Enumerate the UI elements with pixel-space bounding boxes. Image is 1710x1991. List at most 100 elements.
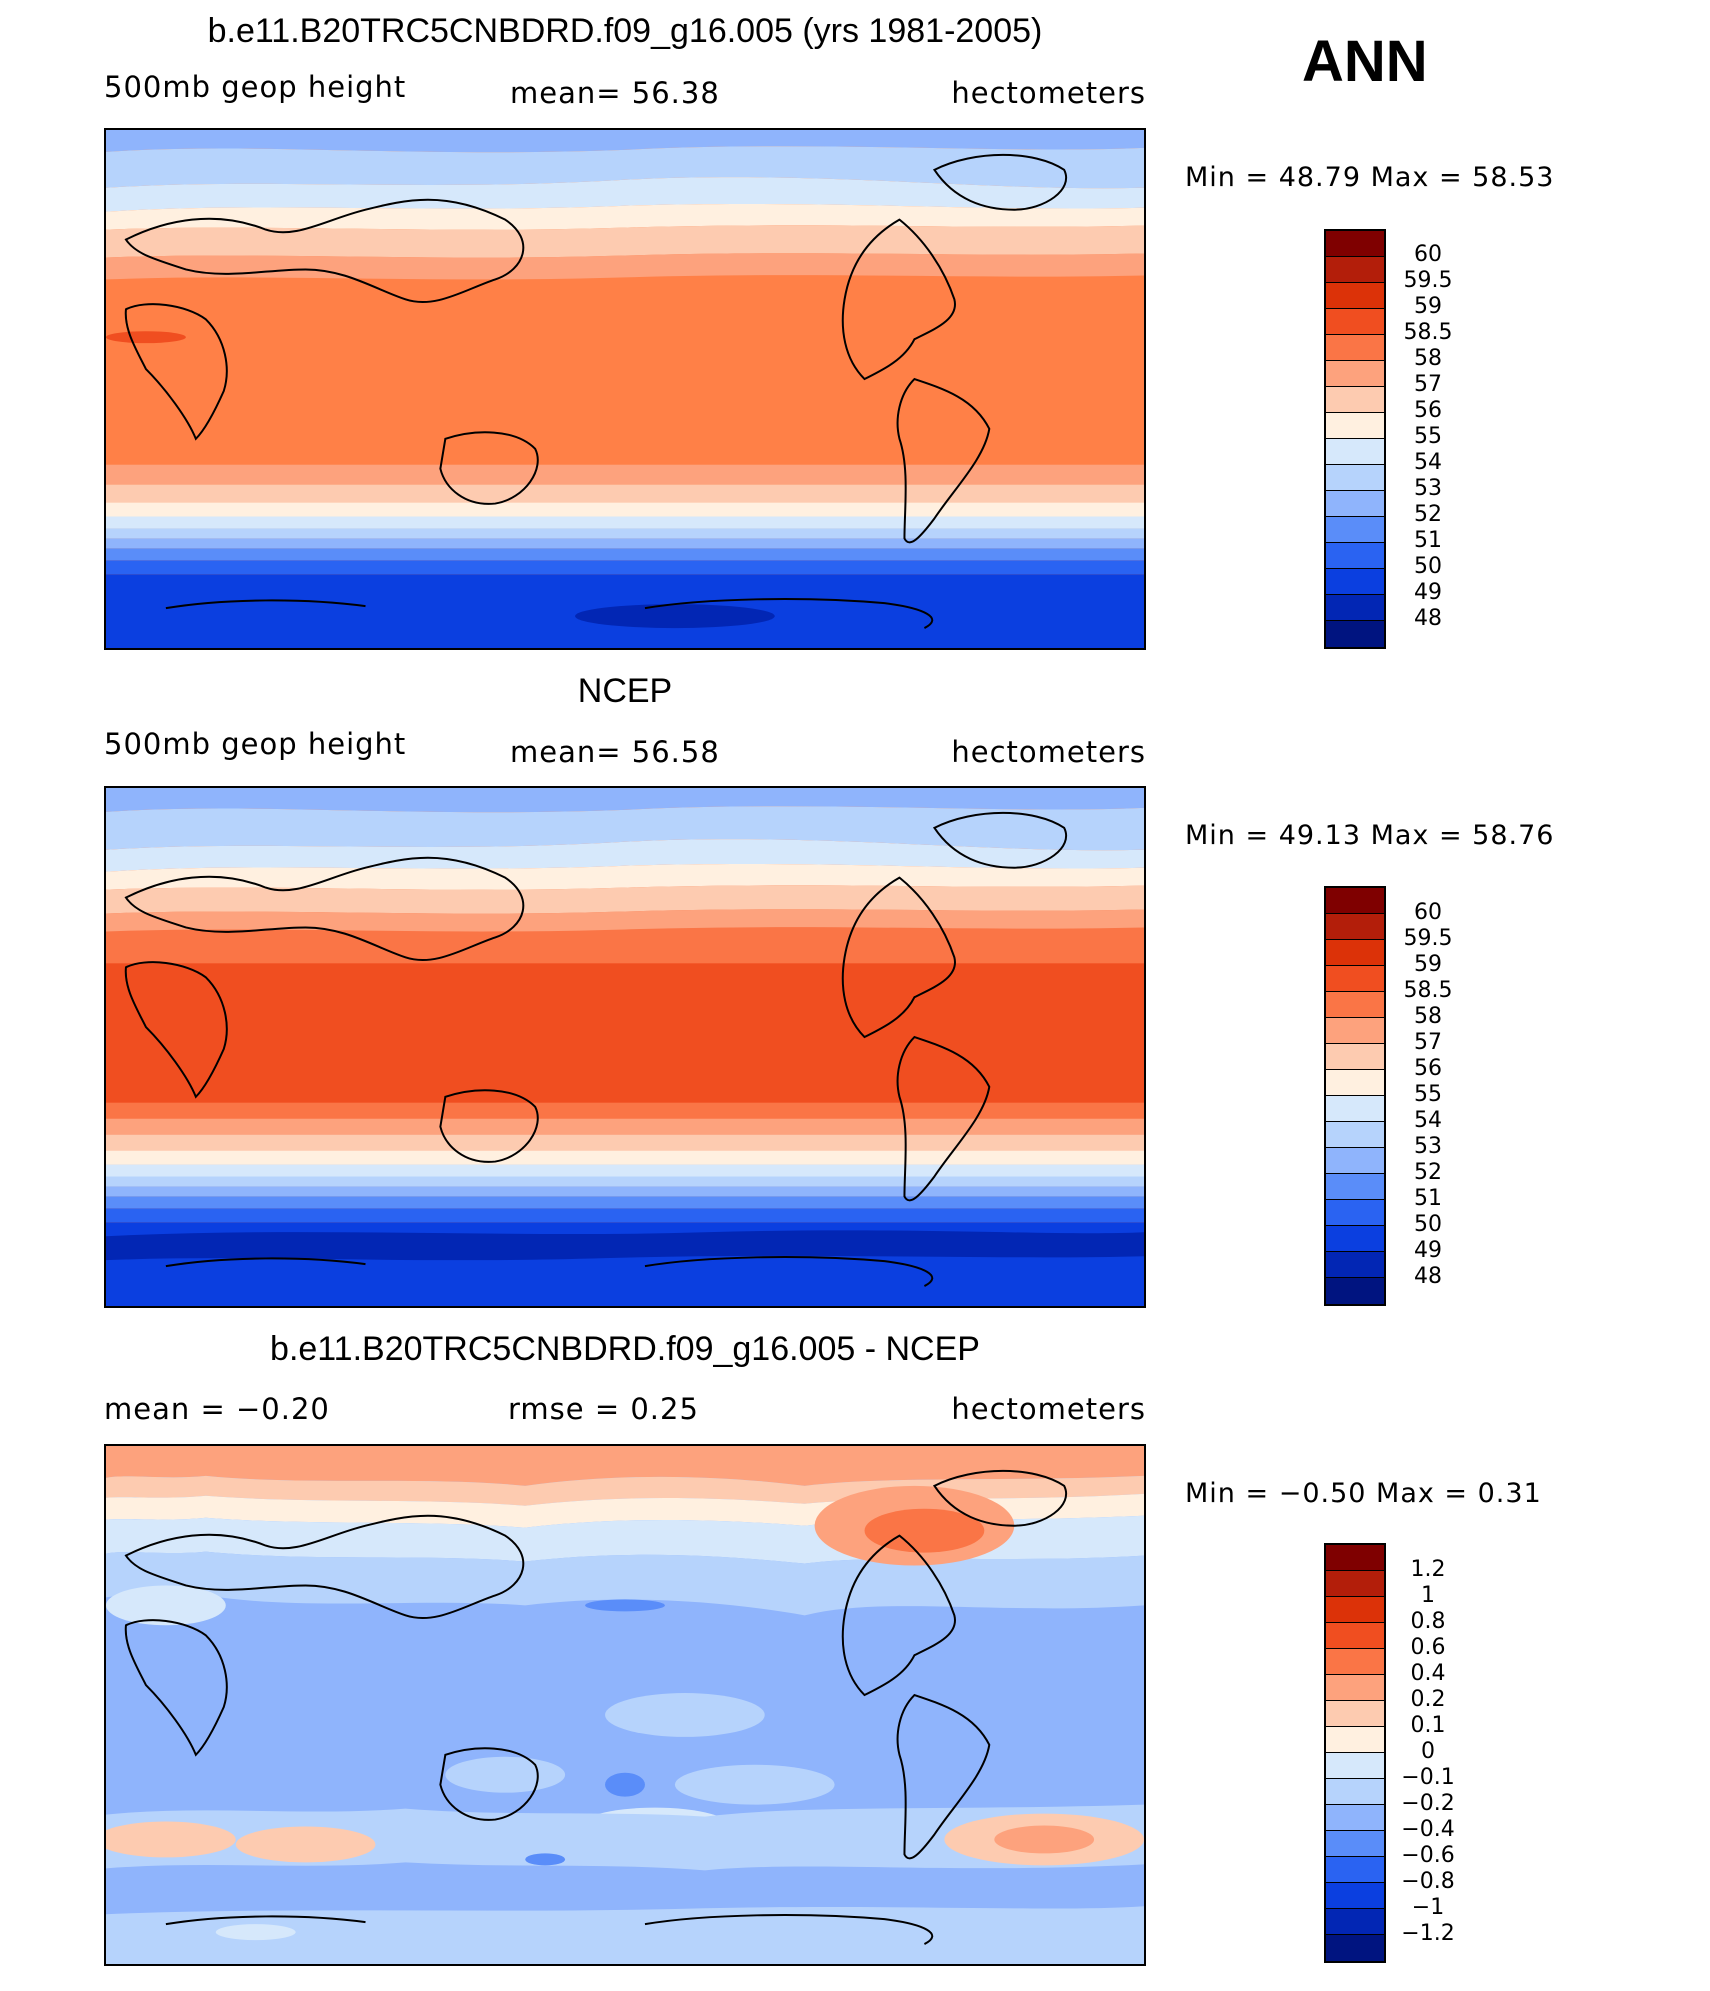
colorbar-label: 51 — [1414, 528, 1442, 553]
panel-2-title: NCEP — [577, 672, 673, 710]
colorbar-label: 56 — [1414, 398, 1442, 423]
colorbar-label: 49 — [1414, 580, 1442, 605]
panel-1-colorbar — [1324, 229, 1386, 649]
colorbar-label: 58 — [1414, 1004, 1442, 1029]
panel-2-units: hectometers — [951, 735, 1146, 769]
colorbar-label: 60 — [1414, 242, 1442, 267]
colorbar-swatch — [1326, 1909, 1384, 1935]
colorbar-swatch — [1326, 309, 1384, 335]
colorbar-swatch — [1326, 1727, 1384, 1753]
colorbar-label: −0.2 — [1401, 1791, 1455, 1816]
colorbar-swatch — [1326, 1623, 1384, 1649]
panel-1-title: b.e11.B20TRC5CNBDRD.f09_g16.005 (yrs 198… — [207, 12, 1043, 50]
colorbar-swatch — [1326, 387, 1384, 413]
panel-1-units: hectometers — [951, 76, 1146, 110]
colorbar-swatch — [1326, 1779, 1384, 1805]
colorbar-label: 0.2 — [1410, 1687, 1446, 1712]
colorbar-swatch — [1326, 992, 1384, 1018]
panel-3-mean: mean = −0.20 — [104, 1392, 330, 1426]
panel-1-mean: mean= 56.38 — [510, 76, 720, 110]
colorbar-swatch — [1326, 231, 1384, 257]
colorbar-swatch — [1326, 1571, 1384, 1597]
colorbar-swatch — [1326, 439, 1384, 465]
colorbar-swatch — [1326, 1597, 1384, 1623]
colorbar-label: 48 — [1414, 1264, 1442, 1289]
panel-2-variable: 500mb geop height — [104, 727, 407, 761]
panel-1-minmax: Min = 48.79 Max = 58.53 — [1185, 162, 1555, 193]
colorbar-label: 60 — [1414, 900, 1442, 925]
colorbar-swatch — [1326, 1018, 1384, 1044]
colorbar-swatch — [1326, 1044, 1384, 1070]
colorbar-swatch — [1326, 1753, 1384, 1779]
colorbar-swatch — [1326, 914, 1384, 940]
colorbar-label: −1.2 — [1401, 1921, 1455, 1946]
colorbar-label: −1 — [1411, 1895, 1445, 1920]
panel-3-minmax: Min = −0.50 Max = 0.31 — [1185, 1478, 1542, 1509]
panel-3-title: b.e11.B20TRC5CNBDRD.f09_g16.005 - NCEP — [270, 1330, 980, 1368]
colorbar-label: 59 — [1414, 294, 1442, 319]
colorbar-swatch — [1326, 1252, 1384, 1278]
panel-1-map — [104, 128, 1146, 650]
colorbar-swatch — [1326, 595, 1384, 621]
colorbar-label: 49 — [1414, 1238, 1442, 1263]
colorbar-label: −0.4 — [1401, 1817, 1455, 1842]
panel-3-units: hectometers — [951, 1392, 1146, 1426]
colorbar-label: 0.1 — [1410, 1713, 1446, 1738]
colorbar-label: 58.5 — [1403, 320, 1453, 345]
colorbar-swatch — [1326, 1805, 1384, 1831]
colorbar-label: 53 — [1414, 1134, 1442, 1159]
colorbar-swatch — [1326, 1122, 1384, 1148]
colorbar-label: 59 — [1414, 952, 1442, 977]
colorbar-swatch — [1326, 1070, 1384, 1096]
colorbar-swatch — [1326, 1174, 1384, 1200]
colorbar-label: 50 — [1414, 1212, 1442, 1237]
colorbar-swatch — [1326, 888, 1384, 914]
colorbar-label: 58.5 — [1403, 978, 1453, 1003]
colorbar-label: 48 — [1414, 606, 1442, 631]
colorbar-label: 0.4 — [1410, 1661, 1446, 1686]
colorbar-swatch — [1326, 1857, 1384, 1883]
colorbar-label: 58 — [1414, 346, 1442, 371]
colorbar-label: 59.5 — [1403, 268, 1453, 293]
colorbar-swatch — [1326, 1148, 1384, 1174]
colorbar-label: 1 — [1421, 1583, 1435, 1608]
colorbar-label: −0.6 — [1401, 1843, 1455, 1868]
colorbar-swatch — [1326, 1278, 1384, 1304]
colorbar-swatch — [1326, 1831, 1384, 1857]
colorbar-swatch — [1326, 1096, 1384, 1122]
panel-3-rmse: rmse = 0.25 — [508, 1392, 699, 1426]
colorbar-label: 55 — [1414, 1082, 1442, 1107]
colorbar-swatch — [1326, 361, 1384, 387]
colorbar-swatch — [1326, 1935, 1384, 1961]
colorbar-label: 1.2 — [1410, 1557, 1446, 1582]
colorbar-swatch — [1326, 1701, 1384, 1727]
panel-1-variable: 500mb geop height — [104, 70, 407, 104]
colorbar-swatch — [1326, 1200, 1384, 1226]
colorbar-swatch — [1326, 491, 1384, 517]
colorbar-swatch — [1326, 621, 1384, 647]
panel-2-colorbar — [1324, 886, 1386, 1306]
colorbar-swatch — [1326, 940, 1384, 966]
colorbar-label: 0.8 — [1410, 1609, 1446, 1634]
colorbar-label: 57 — [1414, 1030, 1442, 1055]
colorbar-swatch — [1326, 413, 1384, 439]
colorbar-swatch — [1326, 257, 1384, 283]
colorbar-label: 54 — [1414, 1108, 1442, 1133]
colorbar-swatch — [1326, 966, 1384, 992]
colorbar-label: 52 — [1414, 502, 1442, 527]
season-label: ANN — [1302, 29, 1428, 94]
panel-2-mean: mean= 56.58 — [510, 735, 720, 769]
colorbar-label: 53 — [1414, 476, 1442, 501]
colorbar-label: 52 — [1414, 1160, 1442, 1185]
colorbar-label: 59.5 — [1403, 926, 1453, 951]
colorbar-swatch — [1326, 1883, 1384, 1909]
colorbar-label: 55 — [1414, 424, 1442, 449]
colorbar-swatch — [1326, 1226, 1384, 1252]
colorbar-label: 0 — [1421, 1739, 1435, 1764]
colorbar-swatch — [1326, 283, 1384, 309]
colorbar-swatch — [1326, 1649, 1384, 1675]
colorbar-swatch — [1326, 1675, 1384, 1701]
colorbar-label: 0.6 — [1410, 1635, 1446, 1660]
colorbar-label: −0.8 — [1401, 1869, 1455, 1894]
colorbar-swatch — [1326, 517, 1384, 543]
